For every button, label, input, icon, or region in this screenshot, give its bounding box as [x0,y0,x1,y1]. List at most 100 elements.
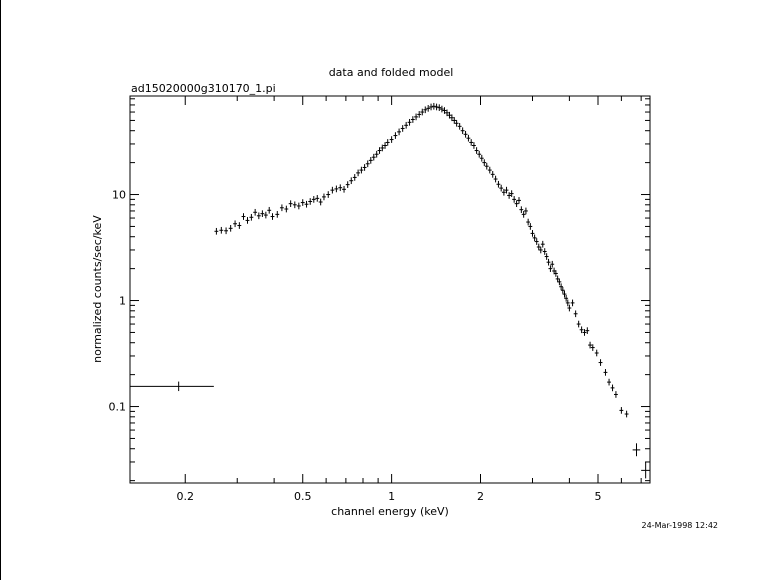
data-point [270,213,275,220]
data-points [130,102,650,479]
data-point [585,327,590,334]
data-point [523,207,528,215]
data-point [493,175,498,183]
data-point [326,191,331,198]
data-point [452,117,457,124]
data-point [624,410,629,418]
data-point [532,234,537,242]
plot-frame [129,95,651,484]
data-point [426,105,431,112]
data-point [447,111,452,119]
data-point [517,197,521,204]
y-tick-label: 0.1 [109,401,127,414]
data-point [519,206,524,213]
data-point [241,213,246,220]
data-point [514,200,519,208]
data-point [538,246,543,254]
data-point [454,119,459,127]
data-point [590,344,595,351]
data-point [501,188,506,196]
data-point [553,270,558,277]
data-point [603,369,608,376]
data-point [460,127,465,135]
data-point [546,258,551,266]
data-point [512,196,517,203]
data-point [284,205,289,213]
data-point [469,139,474,146]
data-point [393,132,398,139]
data-point [536,243,541,251]
data-point [576,320,581,328]
data-point [249,213,254,221]
data-point [487,166,492,174]
data-point [528,223,533,230]
data-point [345,181,350,188]
data-point [318,198,323,206]
data-point [530,230,535,237]
x-tick-label: 0.2 [176,490,194,503]
data-point [507,192,512,199]
data-point [565,299,570,307]
x-tick-label: 1 [388,490,395,503]
data-point [368,157,373,164]
data-point [613,391,618,398]
data-point [296,202,301,210]
data-point [534,238,539,245]
data-point [457,122,462,130]
data-point [288,200,293,208]
data-point [330,186,335,194]
data-point [311,196,316,203]
data-point [228,224,233,232]
axis-ticks [130,96,650,483]
data-point [560,286,565,294]
data-point [610,384,615,392]
data-point [233,220,237,228]
data-point [570,299,575,307]
data-point [548,265,553,272]
data-point [594,349,599,357]
axis-tick-labels: 0.2 0.5 1 2 5 0.1 1 10 [109,189,602,503]
data-point [437,104,442,111]
data-point [504,186,509,194]
data-point [484,162,489,170]
data-point [607,378,611,386]
data-point [304,200,309,208]
data-point [439,105,444,113]
data-point [397,128,402,136]
data-point [383,142,387,149]
data-point [564,294,569,302]
data-point [292,201,297,209]
data-point [334,185,339,193]
y-tick-label: 1 [119,295,126,308]
data-point [641,461,650,479]
data-point [380,144,385,152]
data-point [315,195,320,202]
data-point [410,116,415,123]
data-point [417,111,422,118]
data-point [414,113,418,121]
data-point [214,227,219,235]
data-point [619,407,624,414]
data-point [404,121,409,129]
data-point [445,109,449,117]
data-point [499,184,504,192]
chart-subtitle: ad15020000g310170_1.pi [131,82,276,95]
data-point [423,106,428,114]
data-point [431,102,436,110]
data-point [371,153,376,161]
data-point [442,107,447,114]
data-point [482,159,487,166]
data-point [471,142,476,149]
window-edge [0,0,1,580]
data-point [377,147,382,154]
data-point [540,240,545,248]
x-tick-label: 0.5 [294,490,312,503]
x-tick-label: 2 [477,490,484,503]
data-point [573,310,578,318]
data-point [275,211,280,218]
data-point [300,199,305,206]
data-point [559,283,564,291]
data-point [245,217,250,224]
data-point [521,211,526,218]
data-point [308,198,313,205]
